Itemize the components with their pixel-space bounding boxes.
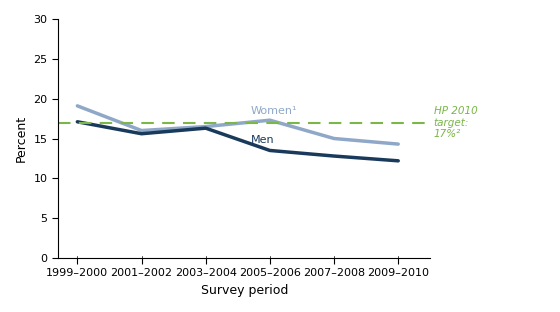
Text: Men: Men (251, 134, 274, 144)
Text: Women¹: Women¹ (251, 106, 297, 116)
Text: HP 2010
target:
17%²: HP 2010 target: 17%² (433, 106, 477, 139)
Y-axis label: Percent: Percent (15, 115, 28, 162)
X-axis label: Survey period: Survey period (200, 284, 288, 297)
